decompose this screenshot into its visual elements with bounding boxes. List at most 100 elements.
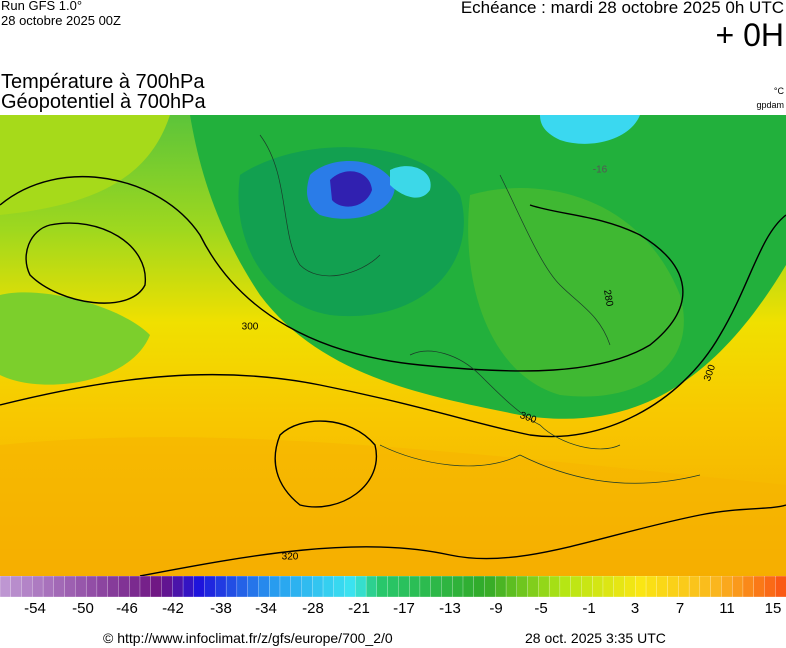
colorbar-label: -5 xyxy=(534,600,547,617)
colorbar-swatch xyxy=(635,576,647,598)
contours xyxy=(0,175,786,576)
colorbar-swatch xyxy=(581,576,593,598)
colorbar-swatch xyxy=(516,576,529,598)
colorbar xyxy=(0,576,786,598)
colorbar-label: 3 xyxy=(631,600,639,617)
cold-cyan xyxy=(390,166,431,198)
colorbar-swatch xyxy=(742,576,755,598)
colorbar-swatch xyxy=(118,576,130,598)
colorbar-swatch xyxy=(172,576,184,598)
colorbar-swatch xyxy=(64,576,76,598)
coastlines xyxy=(259,134,701,484)
colorbar-swatch xyxy=(150,576,162,598)
colorbar-label: -42 xyxy=(162,600,184,617)
unit-temp: °C xyxy=(773,86,784,96)
colorbar-swatch xyxy=(312,576,324,598)
cold-purple xyxy=(330,171,372,207)
colorbar-swatch xyxy=(269,576,281,598)
colorbar-swatch xyxy=(258,576,270,598)
colorbar-swatch xyxy=(452,576,464,598)
colorbar-swatch xyxy=(409,576,421,598)
colorbar-swatch xyxy=(732,576,744,598)
colorbar-swatch xyxy=(21,576,33,598)
colorbar-swatch xyxy=(32,576,44,598)
colorbar-label: -34 xyxy=(255,600,277,617)
colorbar-swatch xyxy=(139,576,152,598)
colorbar-swatch xyxy=(42,576,55,598)
colorbar-label: -17 xyxy=(393,600,415,617)
colorbar-swatch xyxy=(592,576,604,598)
colorbar-swatch xyxy=(215,576,227,598)
colorbar-label: -9 xyxy=(489,600,502,617)
colorbar-swatch xyxy=(247,576,259,598)
colorbar-swatch xyxy=(355,576,367,598)
colorbar-swatch xyxy=(430,576,442,598)
colorbar-swatch xyxy=(193,576,206,598)
colorbar-swatch xyxy=(225,576,238,598)
colorbar-swatch xyxy=(301,576,313,598)
footer-time: 28 oct. 2025 3:35 UTC xyxy=(525,630,666,646)
echeance: Echéance : mardi 28 octobre 2025 0h UTC xyxy=(460,0,784,17)
colorbar-swatch xyxy=(710,576,722,598)
colorbar-label: -13 xyxy=(439,600,461,617)
colorbar-swatch xyxy=(667,576,679,598)
colorbar-swatch xyxy=(624,576,636,598)
colorbar-label: 7 xyxy=(676,600,684,617)
contour-label: 320 xyxy=(282,552,299,563)
colorbar-swatch xyxy=(699,576,712,598)
lead-time: + 0H xyxy=(715,17,784,53)
cold-cyan-north xyxy=(540,115,640,144)
colorbar-swatch xyxy=(85,576,98,598)
cold-zone-east xyxy=(468,188,684,397)
colorbar-swatch xyxy=(570,576,582,598)
footer-url: © http://www.infoclimat.fr/z/gfs/europe/… xyxy=(103,630,393,646)
colorbar-swatch xyxy=(678,576,690,598)
colorbar-swatch xyxy=(0,576,12,598)
colorbar-swatch xyxy=(441,576,453,598)
colorbar-swatch xyxy=(161,576,173,598)
colorbar-swatch xyxy=(290,576,302,598)
colorbar-swatch xyxy=(495,576,507,598)
colorbar-swatch xyxy=(645,576,658,598)
colorbar-label: 11 xyxy=(719,600,735,617)
colorbar-swatch xyxy=(365,576,378,598)
colorbar-swatch xyxy=(107,576,119,598)
colorbar-swatch xyxy=(96,576,109,598)
run-label: Run GFS 1.0° xyxy=(1,0,83,13)
cool-patch xyxy=(0,292,150,385)
colorbar-swatch xyxy=(775,576,786,598)
contour-label: 300 xyxy=(242,322,259,333)
colorbar-swatch xyxy=(602,576,615,598)
unit-geo: gpdam xyxy=(756,100,784,110)
colorbar-swatch xyxy=(548,576,561,598)
colorbar-label: 15 xyxy=(765,600,782,617)
colorbar-swatch xyxy=(613,576,625,598)
title-geopotential: Géopotentiel à 700hPa xyxy=(1,91,206,113)
colorbar-swatch xyxy=(204,576,216,598)
colorbar-swatch xyxy=(688,576,701,598)
colorbar-swatch xyxy=(462,576,475,598)
colorbar-swatch xyxy=(53,576,66,598)
colorbar-swatch xyxy=(538,576,550,598)
colorbar-swatch xyxy=(333,576,345,598)
colorbar-swatch xyxy=(559,576,572,598)
colorbar-label: -21 xyxy=(348,600,370,617)
contour-label: 280 xyxy=(601,289,615,308)
colorbar-swatch xyxy=(129,576,141,598)
colorbar-swatch xyxy=(387,576,399,598)
colorbar-swatch xyxy=(484,576,496,598)
colorbar-swatch xyxy=(236,576,249,598)
colorbar-label: -50 xyxy=(72,600,94,617)
colorbar-label: -46 xyxy=(116,600,138,617)
colorbar-swatch xyxy=(656,576,669,598)
contour-label: -16 xyxy=(593,165,608,176)
colorbar-swatch xyxy=(10,576,22,598)
colorbar-swatch xyxy=(721,576,733,598)
colorbar-swatch xyxy=(398,576,410,598)
colorbar-label: -28 xyxy=(302,600,324,617)
colorbar-label: -54 xyxy=(24,600,46,617)
colorbar-swatch xyxy=(473,576,485,598)
title-temperature: Température à 700hPa xyxy=(1,71,205,93)
colorbar-swatch xyxy=(322,576,335,598)
